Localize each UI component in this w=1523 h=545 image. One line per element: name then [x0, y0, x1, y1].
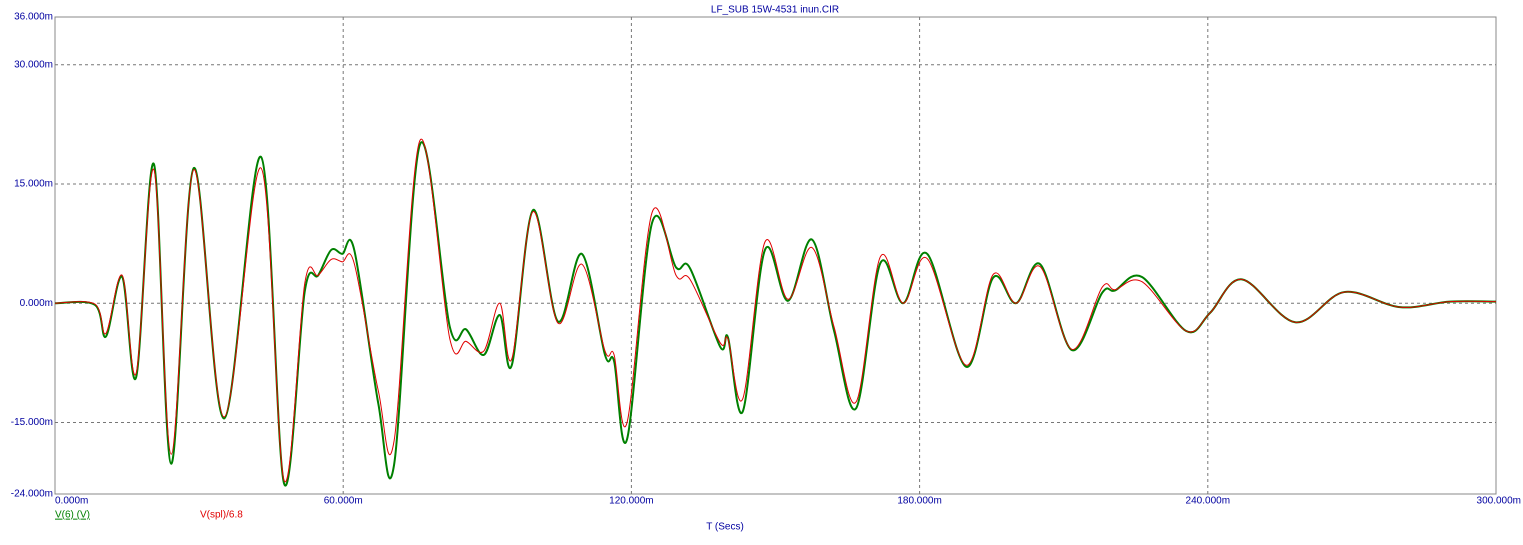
series-line [54, 138, 1497, 483]
x-tick-label: 60.000m [324, 496, 363, 507]
x-tick-label: 300.000m [1477, 496, 1521, 507]
x-tick-label: 0.000m [55, 496, 88, 507]
y-tick-label: -15.000m [11, 417, 53, 428]
x-tick-label: 180.000m [897, 496, 941, 507]
y-tick-label: 0.000m [20, 298, 53, 309]
y-tick-label: 30.000m [14, 59, 53, 70]
legend-label: V(spl)/6.8 [200, 510, 243, 521]
x-tick-label: 240.000m [1186, 496, 1230, 507]
chart-title: LF_SUB 15W-4531 inun.CIR [711, 5, 839, 16]
plot-frame [54, 16, 1497, 495]
x-axis-label: T (Secs) [706, 522, 744, 533]
y-tick-label: 36.000m [14, 12, 53, 23]
y-tick-label: 15.000m [14, 179, 53, 190]
x-tick-label: 120.000m [609, 496, 653, 507]
legend-label: V(6) (V) [55, 510, 90, 521]
y-tick-label: -24.000m [11, 489, 53, 500]
